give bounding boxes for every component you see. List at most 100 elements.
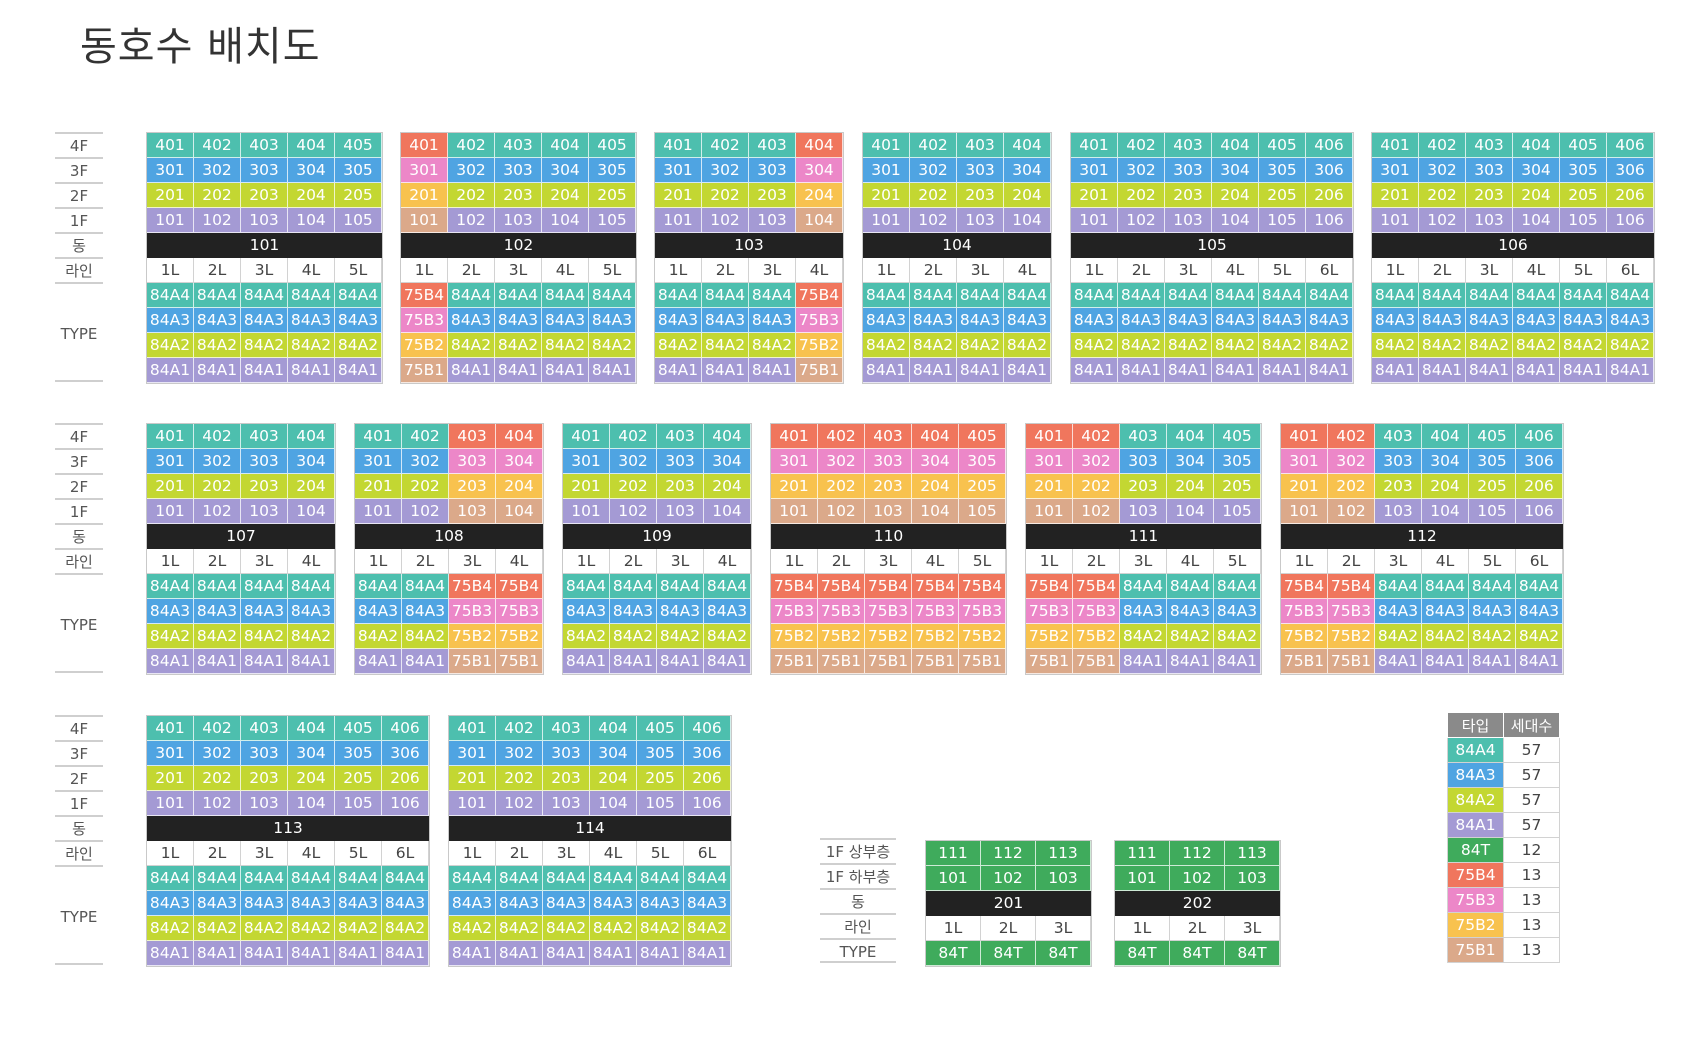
unit-cell[interactable]: 103: [957, 208, 1004, 233]
unit-cell[interactable]: 104: [288, 499, 335, 524]
unit-cell[interactable]: 405: [1259, 133, 1306, 158]
unit-cell[interactable]: 402: [910, 133, 957, 158]
unit-cell[interactable]: 104: [704, 499, 751, 524]
unit-cell[interactable]: 301: [147, 449, 194, 474]
unit-cell[interactable]: 403: [957, 133, 1004, 158]
unit-cell[interactable]: 301: [1026, 449, 1073, 474]
unit-cell[interactable]: 405: [589, 133, 636, 158]
unit-cell[interactable]: 203: [865, 474, 912, 499]
unit-cell[interactable]: 203: [241, 183, 288, 208]
unit-cell[interactable]: 402: [1118, 133, 1165, 158]
unit-cell[interactable]: 404: [288, 716, 335, 741]
unit-cell[interactable]: 102: [194, 791, 241, 816]
unit-cell[interactable]: 103: [449, 499, 496, 524]
unit-cell[interactable]: 305: [1560, 158, 1607, 183]
unit-cell[interactable]: 201: [147, 766, 194, 791]
unit-cell[interactable]: 203: [449, 474, 496, 499]
unit-cell[interactable]: 101: [771, 499, 818, 524]
unit-cell[interactable]: 401: [147, 424, 194, 449]
unit-cell[interactable]: 102: [194, 499, 241, 524]
unit-cell[interactable]: 204: [496, 474, 543, 499]
unit-cell[interactable]: 105: [335, 208, 382, 233]
unit-cell[interactable]: 301: [563, 449, 610, 474]
unit-cell[interactable]: 302: [402, 449, 449, 474]
unit-cell-lower[interactable]: 103: [1225, 866, 1280, 891]
unit-cell-upper[interactable]: 112: [981, 841, 1036, 866]
unit-cell[interactable]: 406: [1306, 133, 1353, 158]
unit-cell[interactable]: 206: [684, 766, 731, 791]
unit-cell[interactable]: 304: [796, 158, 843, 183]
unit-cell[interactable]: 305: [589, 158, 636, 183]
unit-cell[interactable]: 204: [1513, 183, 1560, 208]
unit-cell[interactable]: 402: [194, 133, 241, 158]
unit-cell[interactable]: 201: [771, 474, 818, 499]
unit-cell-lower[interactable]: 101: [926, 866, 981, 891]
unit-cell-lower[interactable]: 101: [1115, 866, 1170, 891]
unit-cell[interactable]: 102: [610, 499, 657, 524]
unit-cell[interactable]: 301: [401, 158, 448, 183]
unit-cell[interactable]: 404: [704, 424, 751, 449]
unit-cell[interactable]: 402: [402, 424, 449, 449]
unit-cell[interactable]: 401: [771, 424, 818, 449]
unit-cell[interactable]: 102: [1328, 499, 1375, 524]
unit-cell[interactable]: 304: [1167, 449, 1214, 474]
unit-cell[interactable]: 403: [865, 424, 912, 449]
unit-cell[interactable]: 302: [1328, 449, 1375, 474]
unit-cell[interactable]: 101: [1071, 208, 1118, 233]
unit-cell[interactable]: 306: [1306, 158, 1353, 183]
unit-cell[interactable]: 201: [147, 474, 194, 499]
unit-cell[interactable]: 401: [863, 133, 910, 158]
unit-cell[interactable]: 103: [657, 499, 704, 524]
unit-cell[interactable]: 403: [495, 133, 542, 158]
unit-cell[interactable]: 102: [194, 208, 241, 233]
unit-cell[interactable]: 303: [1165, 158, 1212, 183]
unit-cell[interactable]: 303: [241, 158, 288, 183]
unit-cell[interactable]: 403: [543, 716, 590, 741]
unit-cell[interactable]: 201: [863, 183, 910, 208]
unit-cell[interactable]: 404: [912, 424, 959, 449]
unit-cell[interactable]: 104: [1167, 499, 1214, 524]
unit-cell[interactable]: 102: [702, 208, 749, 233]
unit-cell[interactable]: 201: [1026, 474, 1073, 499]
unit-cell[interactable]: 204: [1212, 183, 1259, 208]
unit-cell[interactable]: 202: [818, 474, 865, 499]
unit-cell[interactable]: 105: [589, 208, 636, 233]
unit-cell[interactable]: 105: [1259, 208, 1306, 233]
unit-cell[interactable]: 302: [1419, 158, 1466, 183]
unit-cell[interactable]: 104: [288, 208, 335, 233]
unit-cell[interactable]: 402: [818, 424, 865, 449]
unit-cell[interactable]: 404: [288, 424, 335, 449]
unit-cell[interactable]: 202: [1328, 474, 1375, 499]
unit-cell[interactable]: 402: [496, 716, 543, 741]
unit-cell[interactable]: 204: [590, 766, 637, 791]
unit-cell[interactable]: 302: [818, 449, 865, 474]
unit-cell[interactable]: 105: [959, 499, 1006, 524]
unit-cell[interactable]: 203: [749, 183, 796, 208]
unit-cell[interactable]: 404: [288, 133, 335, 158]
unit-cell[interactable]: 303: [865, 449, 912, 474]
unit-cell[interactable]: 202: [910, 183, 957, 208]
unit-cell[interactable]: 401: [355, 424, 402, 449]
unit-cell[interactable]: 303: [1375, 449, 1422, 474]
unit-cell[interactable]: 201: [655, 183, 702, 208]
unit-cell[interactable]: 205: [589, 183, 636, 208]
unit-cell[interactable]: 403: [449, 424, 496, 449]
unit-cell[interactable]: 404: [496, 424, 543, 449]
unit-cell[interactable]: 303: [957, 158, 1004, 183]
unit-cell[interactable]: 101: [1026, 499, 1073, 524]
unit-cell[interactable]: 402: [1073, 424, 1120, 449]
unit-cell[interactable]: 204: [796, 183, 843, 208]
unit-cell[interactable]: 405: [335, 716, 382, 741]
unit-cell[interactable]: 404: [1004, 133, 1051, 158]
unit-cell[interactable]: 203: [241, 474, 288, 499]
unit-cell[interactable]: 401: [655, 133, 702, 158]
unit-cell[interactable]: 405: [335, 133, 382, 158]
unit-cell-upper[interactable]: 111: [926, 841, 981, 866]
unit-cell[interactable]: 305: [1469, 449, 1516, 474]
unit-cell[interactable]: 103: [241, 499, 288, 524]
unit-cell[interactable]: 301: [147, 741, 194, 766]
unit-cell[interactable]: 201: [401, 183, 448, 208]
unit-cell[interactable]: 404: [796, 133, 843, 158]
unit-cell[interactable]: 103: [1165, 208, 1212, 233]
unit-cell[interactable]: 201: [1372, 183, 1419, 208]
